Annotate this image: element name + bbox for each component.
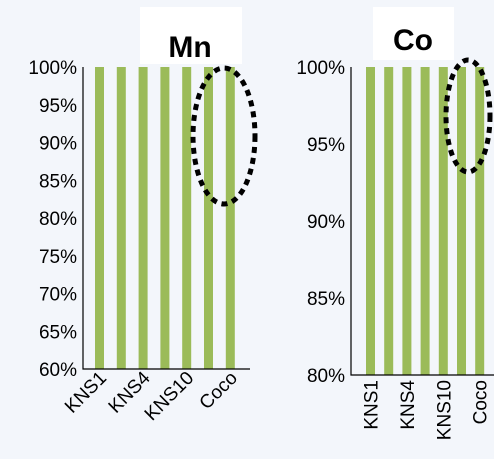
co-bar-segment-green	[457, 67, 466, 375]
mn-x-tick-label: Coco	[196, 368, 242, 414]
mn-x-tick-label: KNS10	[141, 368, 198, 425]
mn-y-tick-label: 100%	[28, 58, 77, 79]
co-chart-title: Co	[393, 24, 433, 57]
mn-y-tick-label: 90%	[39, 134, 77, 155]
mn-bar-segment-green	[95, 67, 104, 369]
co-x-tick-label: KNS4	[398, 380, 419, 430]
co-highlight-ellipse	[443, 57, 493, 175]
co-title-box	[373, 7, 454, 60]
mn-title-box	[140, 7, 242, 64]
co-y-tick-label: 100%	[296, 58, 345, 79]
mn-y-tick-label: 65%	[39, 322, 77, 343]
co-y-tick-label: 85%	[307, 289, 345, 310]
mn-y-tick-label: 75%	[39, 247, 77, 268]
co-bar-segment-green	[384, 67, 394, 375]
mn-bar-segment-green	[160, 67, 170, 369]
mn-axes	[82, 67, 250, 370]
mn-bar-segment-green	[182, 67, 192, 369]
mn-y-tick-label: 70%	[39, 285, 77, 306]
co-bar-segment-green	[438, 67, 448, 375]
co-x-tick-label: KNS1	[362, 380, 383, 430]
mn-chart-title: Mn	[168, 31, 211, 64]
co-x-tick-label: KNS10	[434, 380, 455, 440]
mn-y-tick-label: 95%	[39, 96, 77, 117]
co-y-tick-label: 90%	[307, 212, 345, 233]
mn-bar-segment-green	[204, 67, 213, 369]
co-chart-panel: Co 80% 85% 90% 95% 100% KNS1 KNS4 KNS10 Coco	[296, 7, 494, 440]
mn-bar-segment-green	[116, 67, 126, 369]
mn-highlight-ellipse	[190, 65, 258, 207]
co-bar-segment-green	[366, 67, 375, 375]
mn-y-tick-label: 85%	[39, 171, 77, 192]
mn-bar-segment-green	[225, 67, 235, 369]
co-x-tick-label: Coco	[471, 380, 492, 424]
co-bar-segment-green	[475, 67, 485, 375]
mn-y-tick-label: 60%	[39, 360, 77, 381]
co-bar-segment-green	[420, 67, 430, 375]
mn-bar-segment-green	[138, 67, 148, 369]
mn-chart-panel: Mn 60%65%70%75%80%85%90%95%100% KNS1KNS4…	[28, 7, 258, 425]
co-bar-segment-green	[402, 67, 412, 375]
co-y-tick-label: 95%	[307, 135, 345, 156]
co-axes	[350, 67, 494, 376]
mn-y-tick-label: 80%	[39, 209, 77, 230]
co-y-tick-label: 80%	[307, 366, 345, 387]
